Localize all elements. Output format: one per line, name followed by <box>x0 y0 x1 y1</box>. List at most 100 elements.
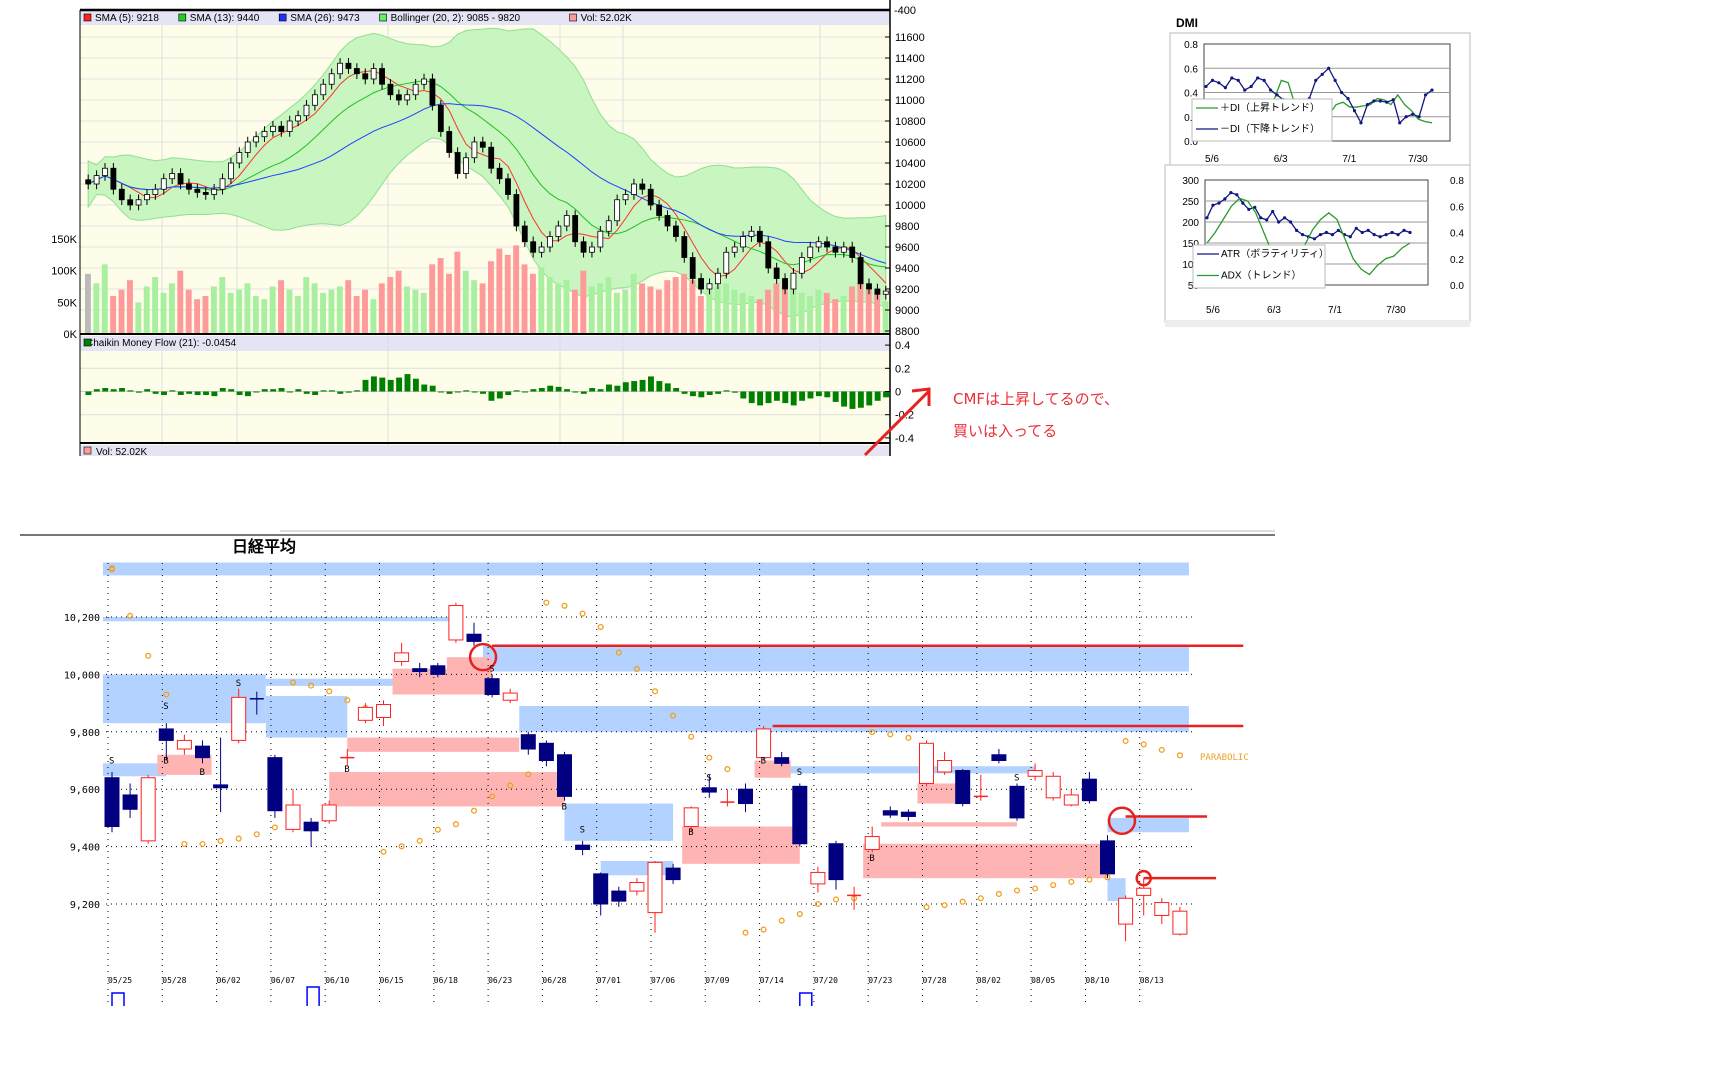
parabolic-dot <box>271 824 278 831</box>
candle-body <box>782 278 788 290</box>
cmf-bar <box>723 390 730 392</box>
volume-bar <box>93 283 100 334</box>
cmf-bar <box>320 390 327 392</box>
candle-body <box>622 194 629 201</box>
candle-body <box>589 246 595 253</box>
cmf-bar <box>169 390 176 392</box>
parabolic-dot <box>633 665 640 672</box>
cmf-bar <box>606 384 612 392</box>
candle-body <box>337 62 343 75</box>
candle-body <box>496 167 503 180</box>
price-tick-label: 9400 <box>895 263 919 275</box>
candle-body <box>376 704 391 718</box>
cmf-bar <box>119 388 125 392</box>
axis-label: -400 <box>894 5 916 17</box>
date-tick-label: 06/18 <box>434 976 458 985</box>
cmf-bar <box>807 391 814 399</box>
dmi-point <box>1262 78 1266 82</box>
volume-bar <box>471 280 478 334</box>
cmf-bar <box>144 389 151 392</box>
parabolic-dot <box>308 682 315 689</box>
dmi-point <box>1327 66 1331 70</box>
sell-mark: S <box>580 825 585 835</box>
cmf-tick-label: 0.4 <box>895 340 910 352</box>
zone-resistance <box>102 562 1189 576</box>
volume-bar <box>303 277 310 334</box>
candle-body <box>177 173 184 185</box>
dmi-y2-tick: 0.4 <box>1450 229 1464 240</box>
dmi-point <box>1404 115 1408 119</box>
volume-bar <box>815 289 822 334</box>
price-tick-label: 9600 <box>895 242 919 254</box>
candle-body <box>471 141 478 159</box>
cmf-tick-label: 0 <box>895 387 901 399</box>
parabolic-dot <box>452 821 459 828</box>
cmf-tick-label: 0.2 <box>895 363 910 375</box>
sma-13-line <box>87 80 886 268</box>
candle-body <box>176 739 192 750</box>
legend-item: Vol: 52.02K <box>581 13 632 24</box>
volume-bar <box>177 270 184 334</box>
dmi-point <box>1217 201 1221 205</box>
cmf-bar <box>715 391 722 394</box>
volume-bar <box>672 277 679 334</box>
dmi-point <box>1352 109 1357 113</box>
parabolic-dot <box>995 890 1002 898</box>
candle-body <box>102 167 108 176</box>
cmf-bar <box>446 391 453 394</box>
dmi-point <box>1211 203 1215 207</box>
dmi-point <box>1340 90 1344 95</box>
parabolic-dot <box>941 902 948 909</box>
parabolic-dot <box>905 734 912 741</box>
dmi-point <box>1423 93 1428 97</box>
candle-body <box>810 871 826 885</box>
dmi-point <box>1354 226 1358 230</box>
cmf-bar <box>740 391 747 399</box>
cmf-bar <box>135 391 142 393</box>
candle-body <box>919 742 934 784</box>
legend-swatch <box>569 13 577 22</box>
candle-body <box>673 225 679 237</box>
candle-body <box>937 760 953 773</box>
volume-bar <box>765 289 771 334</box>
cmf-bar <box>765 391 772 404</box>
dmi-point <box>1366 228 1370 232</box>
legend-item: SMA (26): 9473 <box>290 13 360 24</box>
parabolic-dot <box>651 688 659 695</box>
cmf-bar <box>883 391 889 398</box>
zone-resistance <box>265 695 348 738</box>
candle-body <box>122 794 138 810</box>
volume-bar <box>823 292 830 334</box>
cmf-bar <box>681 391 688 394</box>
parabolic-dot <box>1013 887 1021 894</box>
candle-body <box>547 236 553 248</box>
date-tick-label: 07/14 <box>760 976 784 985</box>
parabolic-dot <box>163 691 170 698</box>
candle-body <box>321 804 337 822</box>
candle-body <box>219 178 226 190</box>
zone-support <box>347 737 520 752</box>
cmf-bar <box>303 391 310 394</box>
date-tick-label: 08/13 <box>1140 976 1164 985</box>
date-tick-label: 08/02 <box>977 976 1001 985</box>
candle-body <box>991 754 1007 762</box>
volume-bar <box>286 289 293 334</box>
cmf-bar <box>270 389 277 392</box>
volume-bar <box>236 289 243 334</box>
dmi-point <box>1359 121 1363 125</box>
candle-body <box>446 131 453 153</box>
candle-body <box>857 257 864 285</box>
volume-bar <box>252 296 259 334</box>
dmi-point <box>1259 216 1263 220</box>
parabolic-dot <box>579 610 586 617</box>
volume-bar <box>446 273 452 334</box>
volume-bar <box>588 286 595 334</box>
cmf-bar <box>194 391 201 395</box>
candle-body <box>520 734 536 750</box>
candle-body <box>1172 910 1188 935</box>
zone-resistance <box>102 763 167 777</box>
price-tick-label: 8800 <box>895 326 919 338</box>
parabolic-dot <box>977 895 984 902</box>
buy-mark: B <box>688 828 693 838</box>
cmf-bar <box>815 391 822 397</box>
